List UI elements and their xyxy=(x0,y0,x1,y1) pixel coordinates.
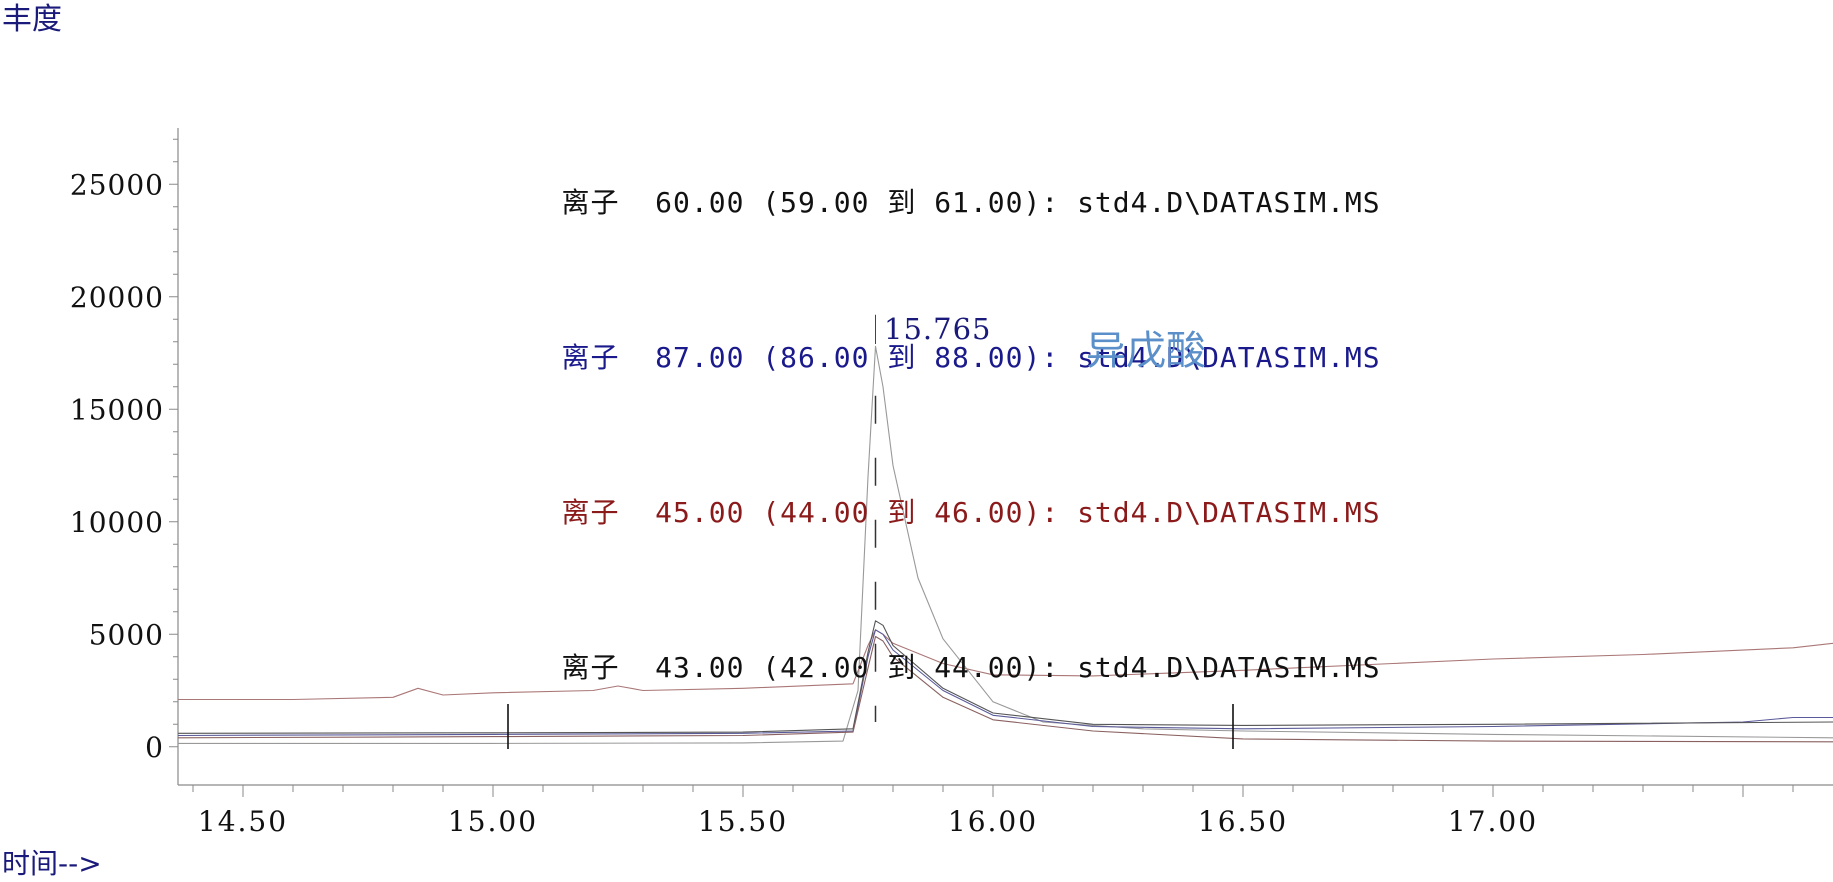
y-tick-label: 0 xyxy=(145,731,164,764)
legend-mz: 43.00 xyxy=(655,651,745,684)
legend-entry: 离子 45.00 (44.00 到 46.00): std4.D\DATASIM… xyxy=(490,466,1381,559)
legend-mz: 87.00 xyxy=(655,341,745,374)
legend-ion: 离子 xyxy=(561,341,620,374)
x-axis-title: 时间--> xyxy=(2,847,102,880)
legend-file: std4.D\DATASIM.MS xyxy=(1077,341,1381,374)
y-tick-label: 25000 xyxy=(70,168,164,201)
legend-file: std4.D\DATASIM.MS xyxy=(1077,651,1381,684)
axes xyxy=(177,128,1833,786)
x-tick-label: 14.50 xyxy=(198,805,288,838)
tick-labels: 25000 20000 15000 10000 5000 0 14.50 15.00 15.50… xyxy=(70,168,1538,838)
marks xyxy=(507,314,1234,749)
legend-entry: 离子 60.00 (59.00 到 61.00): std4.D\DATASIM… xyxy=(490,156,1381,249)
compound-name-label: 异戊酸 xyxy=(1086,328,1206,374)
ticks xyxy=(169,138,1794,797)
legend: 离子 60.00 (59.00 到 61.00): std4.D\DATASIM… xyxy=(490,94,1381,745)
legend-range: (44.00 到 46.00): xyxy=(762,496,1060,529)
x-tick-label: 15.00 xyxy=(448,805,538,838)
y-axis-title: 丰度 xyxy=(2,2,62,37)
ion-trace-3 xyxy=(177,620,1833,734)
y-tick-label: 15000 xyxy=(70,393,164,426)
legend-ion: 离子 xyxy=(561,496,620,529)
legend-mz: 45.00 xyxy=(655,496,745,529)
y-tick-label: 5000 xyxy=(89,618,164,651)
legend-ion: 离子 xyxy=(561,186,620,219)
x-tick-label: 16.50 xyxy=(1198,805,1288,838)
legend-mz: 60.00 xyxy=(655,186,745,219)
legend-file: std4.D\DATASIM.MS xyxy=(1077,496,1381,529)
legend-range: (59.00 到 61.00): xyxy=(762,186,1060,219)
x-tick-label: 15.50 xyxy=(698,805,788,838)
traces xyxy=(177,345,1833,744)
x-tick-label: 17.00 xyxy=(1448,805,1538,838)
y-tick-label: 10000 xyxy=(70,506,164,539)
legend-range: (42.00 到 44.00): xyxy=(762,651,1060,684)
ion-trace-0 xyxy=(178,345,1833,744)
legend-ion: 离子 xyxy=(561,651,620,684)
legend-entry: 离子 43.00 (42.00 到 44.00): std4.D\DATASIM… xyxy=(490,621,1381,714)
legend-file: std4.D\DATASIM.MS xyxy=(1077,186,1381,219)
legend-entry: 离子 87.00 (86.00 到 88.00): std4.D\DATASIM… xyxy=(490,311,1381,404)
ion-trace-2 xyxy=(177,629,1833,737)
peak-retention-time-label: 15.765 xyxy=(884,312,992,346)
y-tick-label: 20000 xyxy=(70,281,164,314)
ion-trace-4 xyxy=(177,635,1833,743)
legend-range: (86.00 到 88.00): xyxy=(762,341,1060,374)
x-tick-label: 16.00 xyxy=(948,805,1038,838)
